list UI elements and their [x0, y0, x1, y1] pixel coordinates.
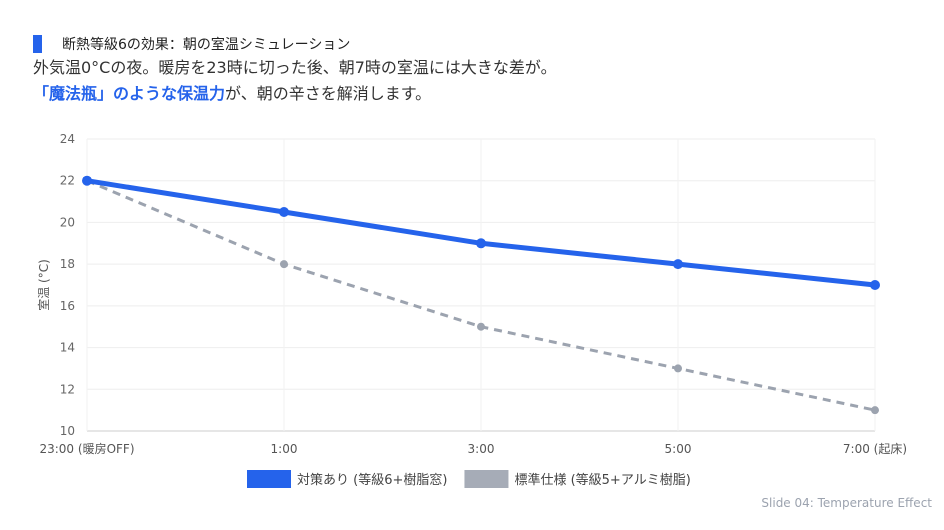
legend-swatch [247, 470, 291, 488]
y-tick-label: 18 [60, 257, 75, 271]
x-tick-label: 23:00 (暖房OFF) [39, 441, 134, 456]
subtitle-line-1: 外気温0°Cの夜。暖房を23時に切った後、朝7時の室温には大きな差が。 [33, 58, 557, 77]
data-point [280, 260, 288, 269]
legend-label: 対策あり (等級6+樹脂窓) [297, 472, 447, 488]
header: 断熱等級6の効果：朝の室温シミュレーション 外気温0°Cの夜。暖房を23時に切っ… [33, 34, 557, 106]
y-tick-label: 20 [60, 215, 75, 229]
page-title: 断熱等級6の効果：朝の室温シミュレーション [62, 37, 351, 53]
y-tick-label: 16 [60, 299, 75, 313]
data-point [673, 259, 683, 270]
data-point [476, 238, 486, 249]
slide-footer: Slide 04: Temperature Effect [761, 496, 932, 510]
data-point [477, 322, 485, 331]
legend-swatch [464, 470, 509, 488]
subtitle-highlight: 「魔法瓶」のような保温力 [33, 84, 226, 103]
y-tick-label: 24 [60, 132, 75, 146]
data-point [871, 406, 879, 415]
y-axis-label: 室温 (°C) [36, 259, 51, 311]
accent-bar [33, 35, 42, 53]
data-point [674, 364, 682, 373]
y-tick-label: 12 [60, 382, 75, 396]
y-tick-label: 10 [60, 424, 75, 438]
data-point [82, 175, 92, 186]
x-tick-label: 5:00 [665, 442, 692, 456]
subtitle-rest: が、朝の辛さを解消します。 [225, 84, 432, 103]
data-point [279, 207, 289, 217]
subtitle-line-2: 「魔法瓶」のような保温力が、朝の辛さを解消します。 [33, 82, 557, 106]
y-tick-label: 14 [60, 341, 75, 355]
y-tick-label: 22 [60, 174, 75, 188]
x-tick-label: 7:00 (起床) [843, 442, 907, 456]
x-tick-label: 1:00 [271, 442, 298, 456]
x-tick-label: 3:00 [468, 442, 495, 456]
data-point [870, 280, 880, 290]
legend-label: 標準仕様 (等級5+アルミ樹脂) [514, 472, 690, 488]
